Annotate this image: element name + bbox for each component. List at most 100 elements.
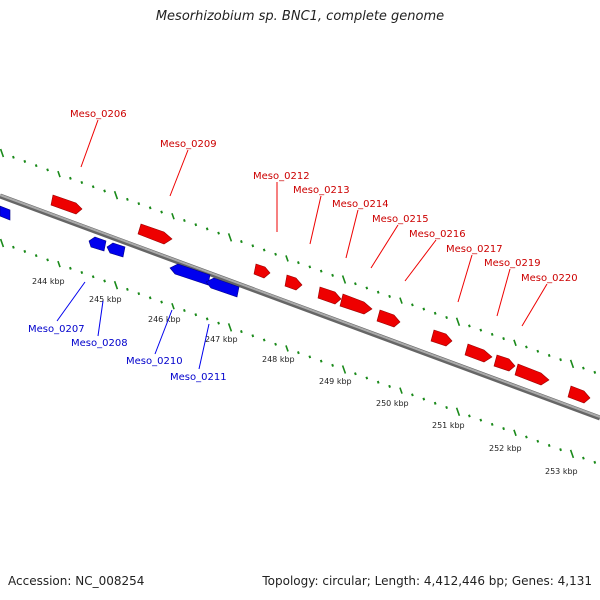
tick-mark bbox=[399, 297, 403, 304]
kbp-label: 244 kbp bbox=[32, 277, 65, 286]
gene-label[interactable]: Meso_0217 bbox=[446, 244, 503, 255]
tick-mark bbox=[227, 233, 233, 242]
tick-mark bbox=[582, 456, 585, 460]
tick-mark bbox=[126, 287, 129, 291]
kbp-labels: 244 kbp 245 kbp 246 kbp 247 kbp 248 kbp … bbox=[32, 277, 578, 476]
tick-mark bbox=[559, 448, 562, 452]
gene-label[interactable]: Meso_0216 bbox=[409, 229, 466, 240]
tick-mark bbox=[582, 366, 585, 370]
tick-mark bbox=[103, 189, 106, 193]
genome-summary-text: Topology: circular; Length: 4,412,446 bp… bbox=[262, 574, 592, 588]
tick-mark bbox=[69, 266, 72, 270]
tick-mark bbox=[297, 261, 300, 265]
tick-mark bbox=[57, 260, 61, 268]
kbp-label: 245 kbp bbox=[89, 295, 122, 304]
gene-arrow-meso-0208[interactable] bbox=[106, 242, 126, 258]
tick-mark bbox=[308, 265, 312, 269]
tick-mark bbox=[376, 290, 380, 294]
tick-mark bbox=[205, 317, 209, 321]
tick-mark bbox=[399, 387, 403, 394]
tick-mark bbox=[240, 240, 243, 244]
tick-mark bbox=[388, 294, 391, 298]
tick-mark bbox=[0, 148, 5, 158]
kbp-label: 253 kbp bbox=[545, 467, 578, 476]
tick-mark bbox=[194, 223, 198, 227]
tick-mark bbox=[12, 245, 15, 249]
tick-mark bbox=[354, 372, 357, 376]
gene-label[interactable]: Meso_0211 bbox=[170, 372, 227, 383]
gene-label[interactable]: Meso_0213 bbox=[293, 185, 350, 196]
tick-mark bbox=[285, 345, 289, 352]
tick-mark bbox=[46, 168, 49, 172]
tick-mark bbox=[411, 393, 414, 397]
tick-mark bbox=[341, 275, 347, 284]
tick-mark bbox=[502, 427, 505, 431]
tick-mark bbox=[274, 252, 277, 256]
gene-arrow-meso-0219a[interactable] bbox=[493, 354, 516, 372]
tick-mark bbox=[91, 185, 95, 189]
tick-mark bbox=[365, 376, 369, 380]
accession-text: Accession: NC_008254 bbox=[8, 574, 145, 588]
forward-genes bbox=[50, 194, 591, 404]
tick-mark bbox=[525, 345, 528, 349]
gene-arrow-meso-0209[interactable] bbox=[137, 223, 173, 245]
gene-arrow-meso-0210[interactable] bbox=[169, 263, 211, 286]
kbp-label: 249 kbp bbox=[319, 377, 352, 386]
gene-arrow-left-edge[interactable] bbox=[0, 205, 11, 221]
tick-mark bbox=[217, 321, 220, 325]
tick-mark bbox=[251, 334, 255, 338]
reverse-gene-labels: Meso_0207 Meso_0208 Meso_0210 Meso_0211 bbox=[28, 324, 227, 383]
gene-label[interactable]: Meso_0215 bbox=[372, 214, 429, 225]
reverse-genes bbox=[0, 205, 240, 298]
gene-arrow-meso-0211[interactable] bbox=[205, 277, 240, 298]
gene-arrow-meso-0206[interactable] bbox=[50, 194, 83, 215]
tick-mark bbox=[308, 355, 312, 359]
kbp-label: 247 kbp bbox=[205, 335, 238, 344]
gene-arrow-meso-0217[interactable] bbox=[464, 343, 493, 363]
gene-arrow-meso-0214b[interactable] bbox=[339, 293, 373, 315]
tick-mark bbox=[69, 176, 72, 180]
gene-label[interactable]: Meso_0214 bbox=[332, 199, 389, 210]
tick-mark bbox=[137, 292, 141, 296]
tick-mark bbox=[365, 286, 369, 290]
tick-mark bbox=[113, 190, 119, 200]
gene-label[interactable]: Meso_0219 bbox=[484, 258, 541, 269]
tick-mark bbox=[513, 429, 517, 437]
tick-mark bbox=[388, 384, 391, 388]
tick-mark bbox=[341, 365, 347, 374]
gene-label[interactable]: Meso_0206 bbox=[70, 109, 127, 120]
gene-arrow-meso-0214a[interactable] bbox=[317, 286, 342, 305]
gene-label[interactable]: Meso_0212 bbox=[253, 171, 310, 182]
gene-label[interactable]: Meso_0220 bbox=[521, 273, 578, 284]
tick-mark bbox=[137, 202, 141, 206]
gene-arrow-meso-0216[interactable] bbox=[430, 329, 453, 347]
tick-mark bbox=[12, 155, 15, 159]
map-title: Mesorhizobium sp. BNC1, complete genome bbox=[155, 9, 445, 24]
gene-arrow-meso-0207[interactable] bbox=[88, 236, 107, 252]
gene-arrow-meso-0219b[interactable] bbox=[514, 363, 550, 386]
gene-arrow-meso-0213[interactable] bbox=[284, 274, 303, 291]
gene-label[interactable]: Meso_0207 bbox=[28, 324, 85, 335]
gene-arrow-meso-0215[interactable] bbox=[376, 309, 401, 328]
tick-mark bbox=[34, 254, 38, 258]
tick-mark bbox=[547, 443, 551, 447]
tick-mark bbox=[285, 255, 289, 262]
kbp-label: 252 kbp bbox=[489, 444, 522, 453]
gene-arrow-meso-0212[interactable] bbox=[253, 263, 271, 279]
tick-mark bbox=[422, 397, 426, 401]
inner-tick-track bbox=[0, 238, 597, 464]
gene-label[interactable]: Meso_0208 bbox=[71, 338, 128, 349]
tick-mark bbox=[160, 300, 163, 304]
tick-mark bbox=[23, 249, 27, 253]
kbp-label: 250 kbp bbox=[376, 399, 409, 408]
tick-mark bbox=[262, 338, 266, 342]
tick-mark bbox=[593, 460, 597, 464]
tick-mark bbox=[0, 238, 5, 248]
kbp-label: 251 kbp bbox=[432, 421, 465, 430]
gene-label[interactable]: Meso_0210 bbox=[126, 356, 183, 367]
tick-mark bbox=[297, 351, 300, 355]
tick-mark bbox=[205, 227, 209, 231]
tick-mark bbox=[148, 206, 152, 210]
gene-label[interactable]: Meso_0209 bbox=[160, 139, 217, 150]
gene-arrow-meso-0220[interactable] bbox=[567, 385, 591, 404]
